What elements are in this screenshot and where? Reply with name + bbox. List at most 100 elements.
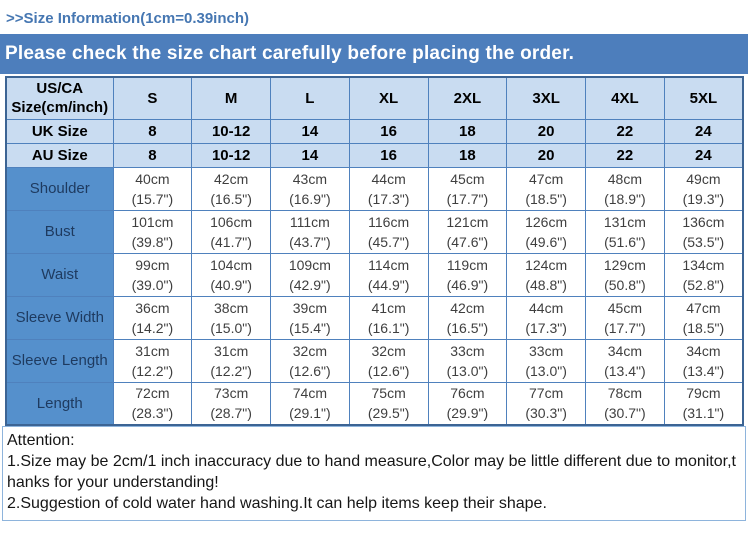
au-size-cell: 22 bbox=[585, 142, 665, 168]
measurement-row: Shoulder 40cm (15.7") 42cm (16.5") 43cm (16.9"… bbox=[5, 166, 744, 211]
inch-value: (14.2") bbox=[131, 319, 174, 336]
inch-value: (46.9") bbox=[446, 276, 489, 293]
uk-size-cell: 24 bbox=[663, 118, 744, 144]
cm-value: 48cm bbox=[607, 170, 642, 187]
inch-value: (43.7") bbox=[289, 233, 331, 250]
measurement-cell: 73cm (28.7") bbox=[191, 381, 271, 426]
notice-banner: Please check the size chart carefully be… bbox=[0, 34, 748, 74]
au-size-cell: 16 bbox=[348, 142, 429, 168]
inch-value: (17.3") bbox=[367, 190, 410, 207]
inch-value: (45.7") bbox=[367, 233, 410, 250]
cm-value: 106cm bbox=[210, 213, 253, 230]
measurement-cell: 34cm (13.4") bbox=[585, 338, 665, 383]
inch-value: (18.5") bbox=[525, 190, 567, 207]
size-cell: M bbox=[191, 76, 271, 120]
inch-value: (12.2") bbox=[131, 362, 174, 379]
attention-line: 1.Size may be 2cm/1 inch inaccuracy due … bbox=[7, 453, 736, 470]
uk-size-cell: 16 bbox=[348, 118, 429, 144]
uk-size-cell: 8 bbox=[112, 118, 193, 144]
measurement-cell: 121cm (47.6") bbox=[427, 209, 508, 254]
measurement-cell: 39cm (15.4") bbox=[270, 295, 350, 340]
cm-value: 99cm bbox=[135, 256, 170, 273]
cm-value: 41cm bbox=[371, 299, 406, 316]
measurement-cell: 31cm (12.2") bbox=[112, 338, 193, 383]
size-header-row: US/CA Size(cm/inch) S M L XL 2XL 3XL 4XL… bbox=[5, 76, 744, 120]
cm-value: 134cm bbox=[682, 256, 725, 273]
au-size-cell: 20 bbox=[506, 142, 586, 168]
measurement-cell: 124cm (48.8") bbox=[506, 252, 586, 297]
cm-value: 104cm bbox=[210, 256, 253, 273]
cm-value: 42cm bbox=[214, 170, 249, 187]
measurement-cell: 42cm (16.5") bbox=[191, 166, 271, 211]
measurement-cell: 134cm (52.8") bbox=[663, 252, 744, 297]
size-cell: S bbox=[112, 76, 193, 120]
inch-value: (28.3") bbox=[131, 405, 174, 422]
measurement-cell: 75cm (29.5") bbox=[348, 381, 429, 426]
cm-value: 75cm bbox=[371, 385, 406, 402]
measurement-cell: 33cm (13.0") bbox=[427, 338, 508, 383]
cm-value: 44cm bbox=[529, 299, 564, 316]
measurement-cell: 77cm (30.3") bbox=[506, 381, 586, 426]
measurement-cell: 32cm (12.6") bbox=[270, 338, 350, 383]
size-cell: 2XL bbox=[427, 76, 508, 120]
inch-value: (16.5") bbox=[446, 319, 489, 336]
measurement-cell: 131cm (51.6") bbox=[585, 209, 665, 254]
attention-heading: Attention: bbox=[7, 432, 75, 449]
measurement-row-label: Sleeve Width bbox=[5, 295, 114, 340]
inch-value: (19.3") bbox=[682, 190, 725, 207]
inch-value: (41.7") bbox=[210, 233, 252, 250]
cm-value: 47cm bbox=[529, 170, 564, 187]
cm-value: 119cm bbox=[446, 256, 488, 273]
cm-value: 74cm bbox=[292, 385, 327, 402]
inch-value: (16.1") bbox=[367, 319, 410, 336]
cm-value: 34cm bbox=[686, 342, 721, 359]
cm-value: 32cm bbox=[371, 342, 406, 359]
measurement-cell: 42cm (16.5") bbox=[427, 295, 508, 340]
corner-line2: Size(cm/inch) bbox=[11, 99, 109, 117]
measurement-cell: 74cm (29.1") bbox=[270, 381, 350, 426]
inch-value: (17.3") bbox=[525, 319, 567, 336]
cm-value: 78cm bbox=[607, 385, 642, 402]
cm-value: 49cm bbox=[686, 170, 721, 187]
uk-size-cell: 10-12 bbox=[191, 118, 271, 144]
inch-value: (13.4") bbox=[682, 362, 725, 379]
attention-line: 2.Suggestion of cold water hand washing.… bbox=[7, 495, 547, 512]
size-cell: 4XL bbox=[585, 76, 665, 120]
inch-value: (15.4") bbox=[289, 319, 331, 336]
measurement-row-label: Length bbox=[5, 381, 114, 426]
cm-value: 43cm bbox=[292, 170, 327, 187]
notice-banner-text: Please check the size chart carefully be… bbox=[5, 43, 575, 64]
measurement-row: Bust 101cm (39.8") 106cm (41.7") 111cm (43.7")… bbox=[5, 209, 744, 254]
cm-value: 72cm bbox=[135, 385, 170, 402]
measurement-row-label: Shoulder bbox=[5, 166, 114, 211]
measurement-row: Sleeve Length 31cm (12.2") 31cm (12.2") 32cm (… bbox=[5, 338, 744, 383]
uk-size-cell: 14 bbox=[270, 118, 350, 144]
cm-value: 129cm bbox=[603, 256, 646, 273]
measurement-cell: 47cm (18.5") bbox=[663, 295, 744, 340]
measurement-cell: 126cm (49.6") bbox=[506, 209, 586, 254]
inch-value: (39.0") bbox=[131, 276, 174, 293]
inch-value: (47.6") bbox=[446, 233, 489, 250]
cm-value: 101cm bbox=[131, 213, 174, 230]
cm-value: 124cm bbox=[525, 256, 568, 273]
measurement-cell: 78cm (30.7") bbox=[585, 381, 665, 426]
attention-line: hanks for your understanding! bbox=[7, 474, 219, 491]
cm-value: 40cm bbox=[135, 170, 170, 187]
measurement-cell: 106cm (41.7") bbox=[191, 209, 271, 254]
inch-value: (17.7") bbox=[446, 190, 489, 207]
uk-size-cell: 22 bbox=[585, 118, 665, 144]
measurement-cell: 41cm (16.1") bbox=[348, 295, 429, 340]
inch-value: (16.9") bbox=[289, 190, 331, 207]
inch-value: (18.5") bbox=[682, 319, 725, 336]
corner-header-cell: US/CA Size(cm/inch) bbox=[5, 76, 114, 120]
measurement-cell: 31cm (12.2") bbox=[191, 338, 271, 383]
inch-value: (13.0") bbox=[525, 362, 567, 379]
measurement-cell: 116cm (45.7") bbox=[348, 209, 429, 254]
uk-size-cell: 18 bbox=[427, 118, 508, 144]
inch-value: (42.9") bbox=[289, 276, 331, 293]
inch-value: (50.8") bbox=[604, 276, 646, 293]
cm-value: 42cm bbox=[450, 299, 485, 316]
inch-value: (40.9") bbox=[210, 276, 252, 293]
cm-value: 116cm bbox=[368, 213, 410, 230]
measurement-cell: 72cm (28.3") bbox=[112, 381, 193, 426]
